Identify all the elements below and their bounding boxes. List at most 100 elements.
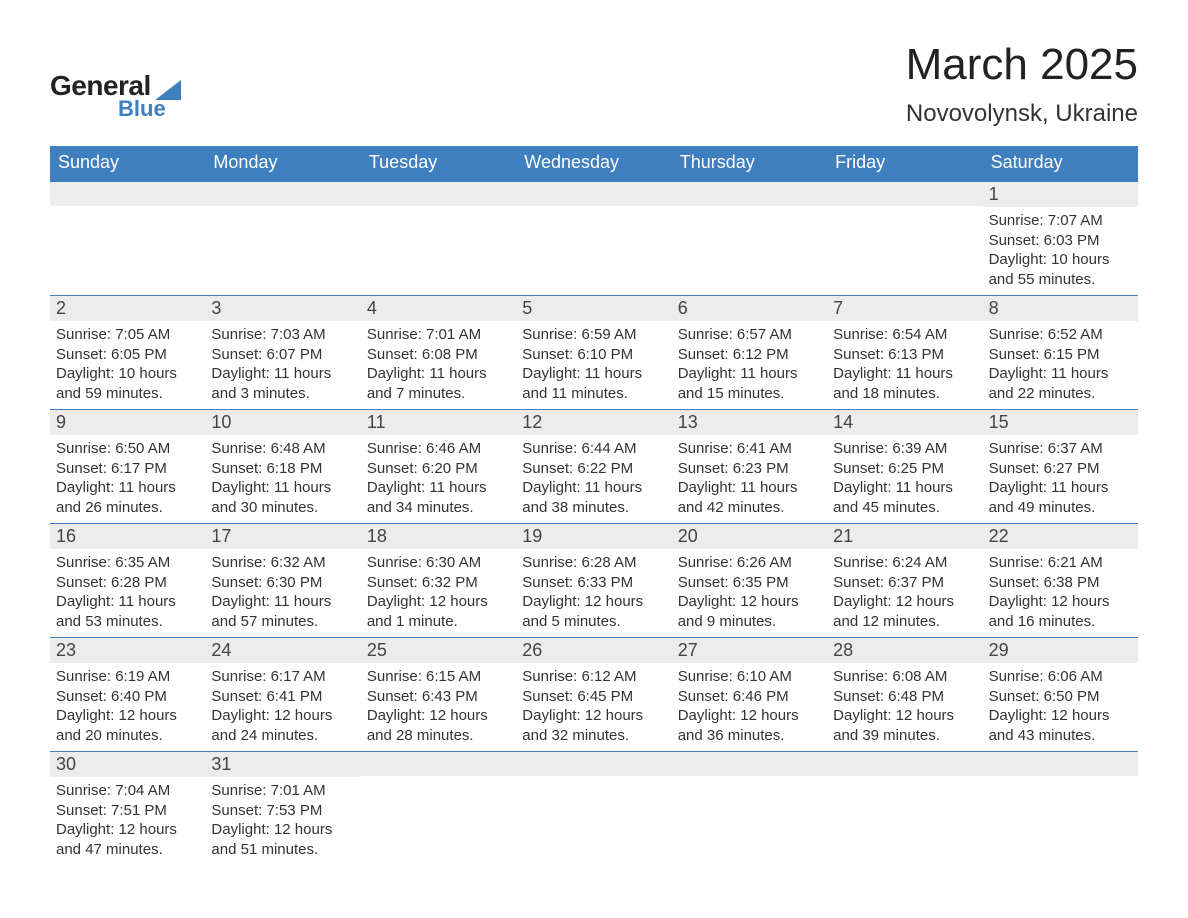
day-number: 20 — [672, 524, 827, 549]
day-detail-line: Daylight: 11 hours and 26 minutes. — [56, 478, 199, 517]
day-detail-line: Sunset: 6:03 PM — [989, 231, 1132, 251]
day-number: 4 — [361, 296, 516, 321]
day-cell: 7Sunrise: 6:54 AMSunset: 6:13 PMDaylight… — [827, 295, 982, 409]
day-detail-line: Daylight: 12 hours and 32 minutes. — [522, 706, 665, 745]
day-detail-line: Sunset: 6:25 PM — [833, 459, 976, 479]
day-number: 22 — [983, 524, 1138, 549]
day-cell — [516, 181, 671, 295]
day-detail-line: Sunset: 6:23 PM — [678, 459, 821, 479]
day-cell: 18Sunrise: 6:30 AMSunset: 6:32 PMDayligh… — [361, 523, 516, 637]
day-detail-line: Sunset: 6:13 PM — [833, 345, 976, 365]
day-detail-line: Sunset: 6:18 PM — [211, 459, 354, 479]
day-number: 23 — [50, 638, 205, 663]
day-number: 16 — [50, 524, 205, 549]
day-cell: 31Sunrise: 7:01 AMSunset: 7:53 PMDayligh… — [205, 751, 360, 865]
day-number: 27 — [672, 638, 827, 663]
page-title: March 2025 — [906, 40, 1138, 90]
day-cell — [827, 181, 982, 295]
day-detail-line: Sunrise: 6:19 AM — [56, 667, 199, 687]
day-detail-line: Sunrise: 7:07 AM — [989, 211, 1132, 231]
day-number: 9 — [50, 410, 205, 435]
day-number: 18 — [361, 524, 516, 549]
day-detail-line: Daylight: 11 hours and 11 minutes. — [522, 364, 665, 403]
day-detail-line: Daylight: 11 hours and 53 minutes. — [56, 592, 199, 631]
day-number-empty — [827, 182, 982, 206]
day-detail-line: Sunset: 7:53 PM — [211, 801, 354, 821]
day-detail-line: Sunset: 6:17 PM — [56, 459, 199, 479]
day-detail-line: Sunset: 6:48 PM — [833, 687, 976, 707]
day-detail-line: Daylight: 11 hours and 15 minutes. — [678, 364, 821, 403]
day-detail-line: Daylight: 11 hours and 34 minutes. — [367, 478, 510, 517]
day-detail-line: Daylight: 12 hours and 28 minutes. — [367, 706, 510, 745]
day-cell: 28Sunrise: 6:08 AMSunset: 6:48 PMDayligh… — [827, 637, 982, 751]
day-number-empty — [516, 752, 671, 776]
day-cell: 24Sunrise: 6:17 AMSunset: 6:41 PMDayligh… — [205, 637, 360, 751]
day-detail-line: Sunset: 6:28 PM — [56, 573, 199, 593]
day-cell: 9Sunrise: 6:50 AMSunset: 6:17 PMDaylight… — [50, 409, 205, 523]
day-detail-line: Sunrise: 6:39 AM — [833, 439, 976, 459]
day-detail-line: Sunset: 6:12 PM — [678, 345, 821, 365]
day-number-empty — [361, 752, 516, 776]
day-detail-line: Sunrise: 6:57 AM — [678, 325, 821, 345]
day-detail-line: Sunrise: 6:59 AM — [522, 325, 665, 345]
day-number-empty — [983, 752, 1138, 776]
day-detail-line: Sunset: 6:41 PM — [211, 687, 354, 707]
day-detail-line: Sunset: 6:46 PM — [678, 687, 821, 707]
day-number-empty — [672, 182, 827, 206]
day-number-empty — [827, 752, 982, 776]
day-number: 10 — [205, 410, 360, 435]
day-cell — [672, 181, 827, 295]
day-detail-line: Daylight: 12 hours and 43 minutes. — [989, 706, 1132, 745]
day-detail-line: Daylight: 10 hours and 59 minutes. — [56, 364, 199, 403]
calendar-header-wednesday: Wednesday — [516, 146, 671, 181]
day-number-empty — [516, 182, 671, 206]
day-detail-line: Sunset: 6:32 PM — [367, 573, 510, 593]
day-detail-line: Sunset: 6:33 PM — [522, 573, 665, 593]
day-detail-line: Sunrise: 7:04 AM — [56, 781, 199, 801]
day-number: 2 — [50, 296, 205, 321]
day-detail-line: Sunset: 7:51 PM — [56, 801, 199, 821]
day-number: 15 — [983, 410, 1138, 435]
day-cell: 5Sunrise: 6:59 AMSunset: 6:10 PMDaylight… — [516, 295, 671, 409]
day-detail-line: Sunrise: 6:32 AM — [211, 553, 354, 573]
day-number: 19 — [516, 524, 671, 549]
day-cell — [361, 751, 516, 865]
day-number: 21 — [827, 524, 982, 549]
day-detail-line: Sunrise: 6:17 AM — [211, 667, 354, 687]
calendar-header-monday: Monday — [205, 146, 360, 181]
day-detail-line: Daylight: 11 hours and 7 minutes. — [367, 364, 510, 403]
day-number: 6 — [672, 296, 827, 321]
day-detail-line: Daylight: 12 hours and 1 minute. — [367, 592, 510, 631]
day-cell — [983, 751, 1138, 865]
day-detail-line: Sunrise: 6:52 AM — [989, 325, 1132, 345]
day-cell: 20Sunrise: 6:26 AMSunset: 6:35 PMDayligh… — [672, 523, 827, 637]
day-detail-line: Daylight: 12 hours and 16 minutes. — [989, 592, 1132, 631]
day-detail-line: Sunrise: 6:44 AM — [522, 439, 665, 459]
day-detail-line: Daylight: 12 hours and 36 minutes. — [678, 706, 821, 745]
day-number: 7 — [827, 296, 982, 321]
day-cell: 8Sunrise: 6:52 AMSunset: 6:15 PMDaylight… — [983, 295, 1138, 409]
logo: General Blue — [50, 70, 181, 122]
day-number: 30 — [50, 752, 205, 777]
day-detail-line: Daylight: 12 hours and 24 minutes. — [211, 706, 354, 745]
calendar-grid: SundayMondayTuesdayWednesdayThursdayFrid… — [50, 146, 1138, 865]
day-detail-line: Sunrise: 7:01 AM — [367, 325, 510, 345]
day-detail-line: Sunrise: 6:06 AM — [989, 667, 1132, 687]
day-number: 31 — [205, 752, 360, 777]
day-detail-line: Daylight: 12 hours and 12 minutes. — [833, 592, 976, 631]
day-number: 28 — [827, 638, 982, 663]
day-detail-line: Sunset: 6:40 PM — [56, 687, 199, 707]
day-detail-line: Sunrise: 6:41 AM — [678, 439, 821, 459]
day-detail-line: Daylight: 11 hours and 57 minutes. — [211, 592, 354, 631]
day-cell: 4Sunrise: 7:01 AMSunset: 6:08 PMDaylight… — [361, 295, 516, 409]
day-detail-line: Daylight: 12 hours and 39 minutes. — [833, 706, 976, 745]
day-number-empty — [50, 182, 205, 206]
calendar-header-thursday: Thursday — [672, 146, 827, 181]
day-detail-line: Sunrise: 6:28 AM — [522, 553, 665, 573]
day-number: 5 — [516, 296, 671, 321]
day-detail-line: Sunset: 6:35 PM — [678, 573, 821, 593]
day-detail-line: Daylight: 11 hours and 18 minutes. — [833, 364, 976, 403]
day-cell — [672, 751, 827, 865]
day-cell: 3Sunrise: 7:03 AMSunset: 6:07 PMDaylight… — [205, 295, 360, 409]
day-detail-line: Sunset: 6:43 PM — [367, 687, 510, 707]
